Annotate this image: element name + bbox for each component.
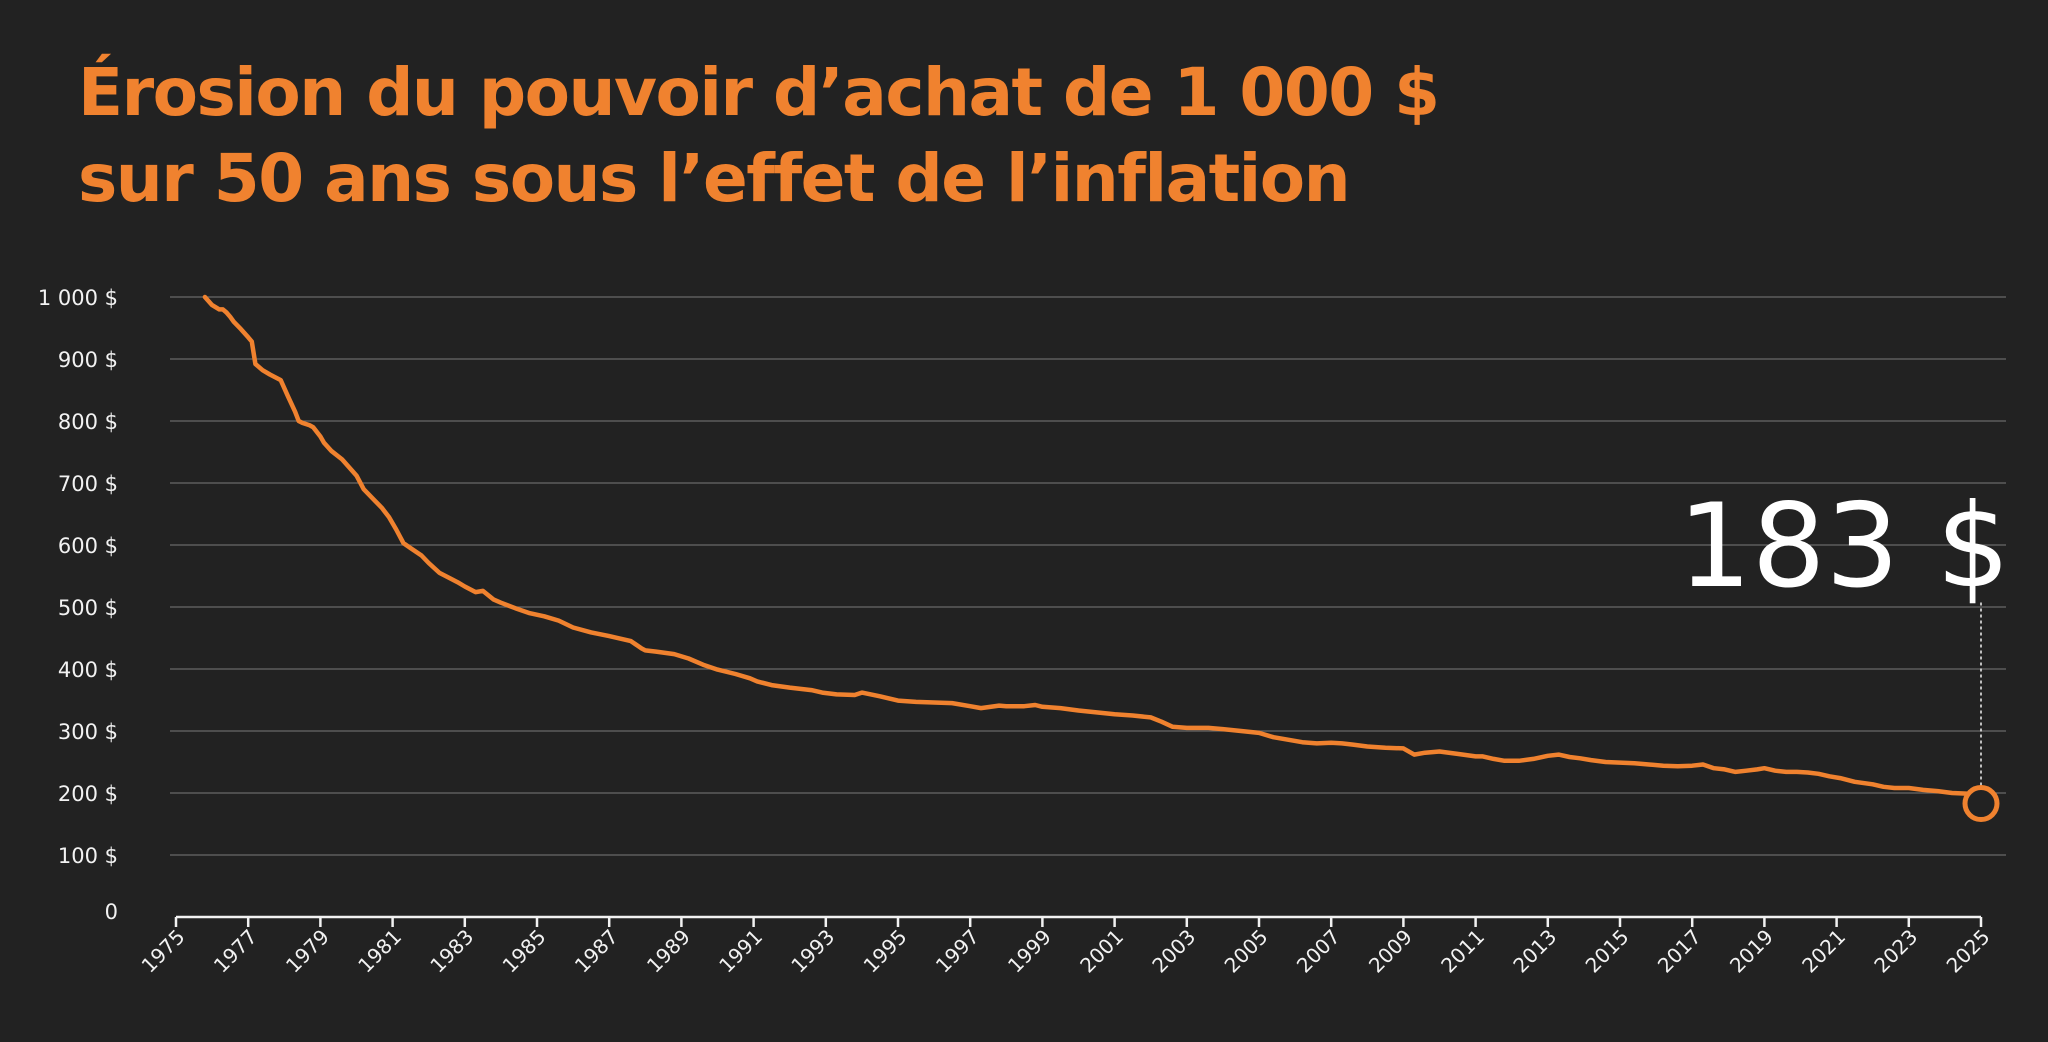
x-tick-label: 1989 <box>642 925 695 978</box>
y-tick-label: 400 $ <box>58 658 118 682</box>
annotation-layer: 183 $ <box>1678 479 2010 823</box>
x-tick-label: 1985 <box>498 925 551 978</box>
x-tick-label: 1981 <box>353 925 406 978</box>
y-tick-label: 300 $ <box>58 720 118 744</box>
chart-title-line-1: Érosion du pouvoir d’achat de 1 000 $ <box>78 54 1440 131</box>
x-tick-label: 2001 <box>1075 925 1128 978</box>
y-tick-label: 700 $ <box>58 472 118 496</box>
x-tick-label: 1987 <box>570 925 623 978</box>
x-tick-label: 2013 <box>1508 925 1561 978</box>
x-tick-label: 2021 <box>1797 925 1850 978</box>
x-tick-label: 1977 <box>209 925 262 978</box>
end-value-marker <box>1962 785 2000 823</box>
x-tick-label: 2005 <box>1220 925 1273 978</box>
y-tick-label: 0 <box>105 900 118 924</box>
chart-title-line-2: sur 50 ans sous l’effet de l’inflation <box>78 140 1351 217</box>
x-tick-label: 2009 <box>1364 925 1417 978</box>
y-tick-label: 100 $ <box>58 844 118 868</box>
x-tick-label: 2025 <box>1942 925 1995 978</box>
x-tick-label: 2007 <box>1292 925 1345 978</box>
y-tick-label: 1 000 $ <box>38 286 118 310</box>
y-tick-label: 900 $ <box>58 348 118 372</box>
series-line <box>202 294 1970 800</box>
y-tick-label: 500 $ <box>58 596 118 620</box>
y-tick-label: 200 $ <box>58 782 118 806</box>
x-tick-label: 1993 <box>786 925 839 978</box>
series-layer <box>202 294 1970 800</box>
gridlines <box>170 296 2006 856</box>
x-tick-label: 1995 <box>859 925 912 978</box>
y-axis-tick-labels: 0 100 $ 200 $ 300 $ 400 $ 500 $ 600 $ 700 $ 800 … <box>38 286 118 924</box>
x-tick-label: 1975 <box>137 925 190 978</box>
x-tick-label: 2003 <box>1147 925 1200 978</box>
x-tick-label: 2019 <box>1725 925 1778 978</box>
x-tick-label: 1991 <box>714 925 767 978</box>
x-tick-label: 1979 <box>281 925 334 978</box>
x-tick-label: 1999 <box>1003 925 1056 978</box>
x-axis: 1975 1977 1979 1981 1983 1985 1987 1989 1991 1993… <box>137 915 1995 978</box>
y-tick-label: 600 $ <box>58 534 118 558</box>
x-tick-label: 2023 <box>1869 925 1922 978</box>
y-tick-label: 800 $ <box>58 410 118 434</box>
x-tick-label: 2015 <box>1581 925 1634 978</box>
x-tick-label: 1983 <box>425 925 478 978</box>
x-tick-label: 2011 <box>1436 925 1489 978</box>
chart-title: Érosion du pouvoir d’achat de 1 000 $ su… <box>78 50 1440 222</box>
x-tick-label: 2017 <box>1653 925 1706 978</box>
end-value-callout: 183 $ <box>1678 479 2010 614</box>
x-tick-label: 1997 <box>931 925 984 978</box>
